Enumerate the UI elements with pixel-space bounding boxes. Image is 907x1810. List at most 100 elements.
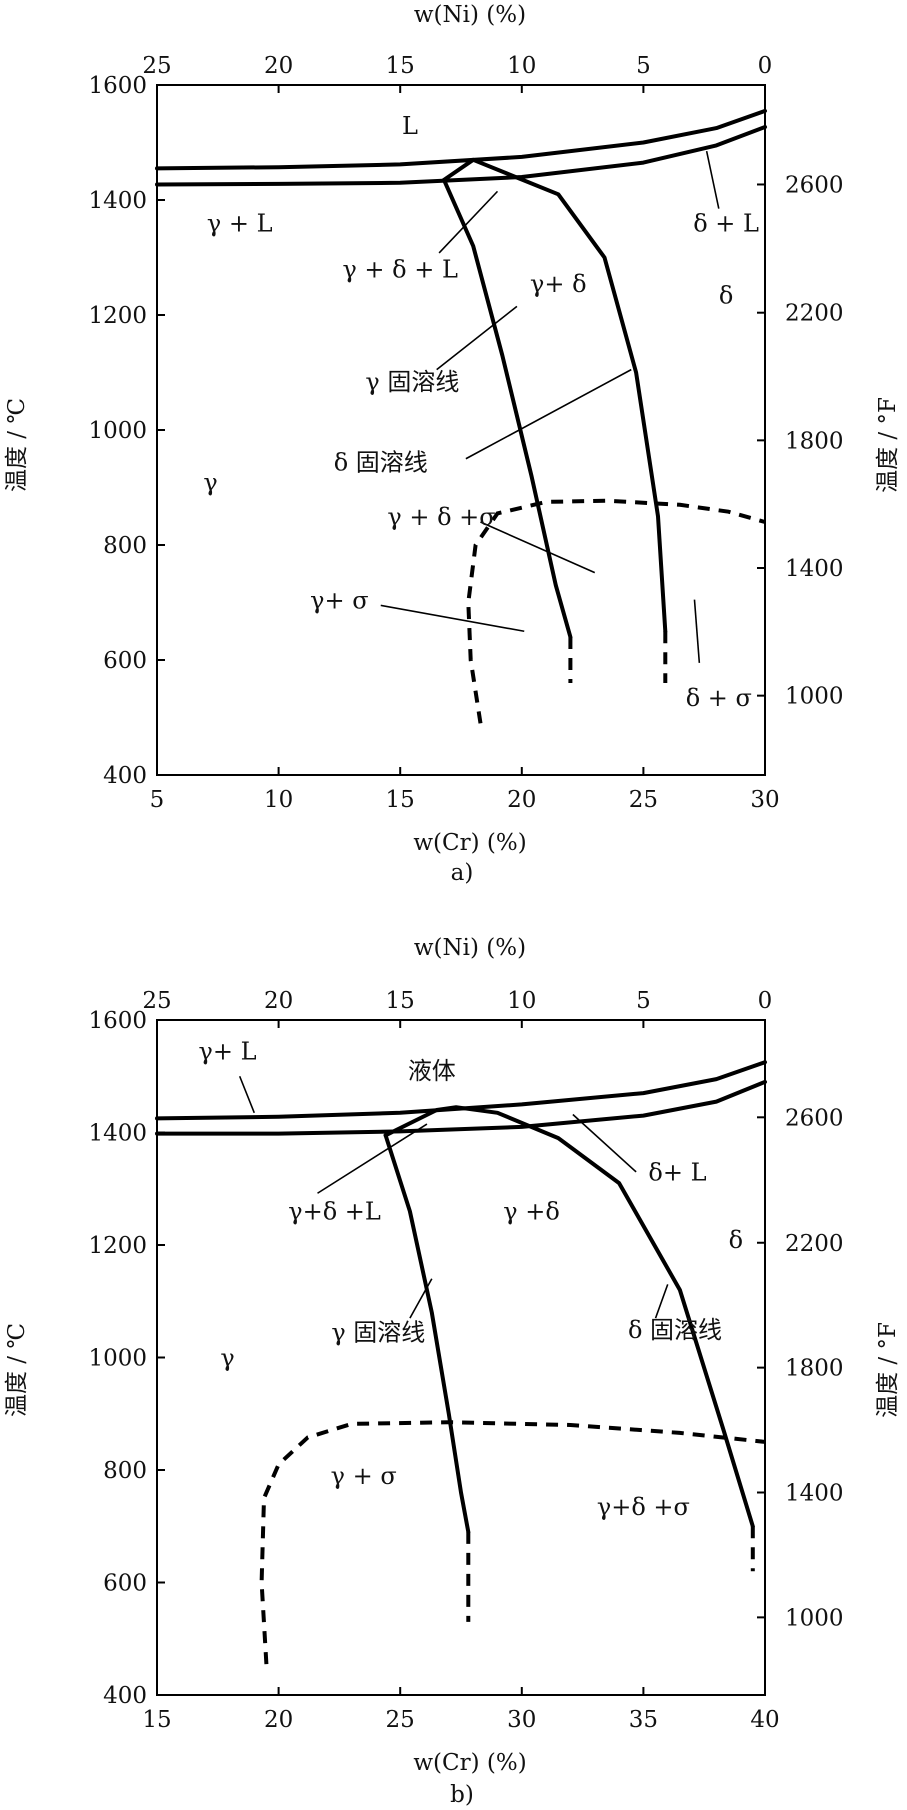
y-tick-label: 800: [103, 1458, 147, 1484]
phase-region-label: δ+ L: [648, 1158, 706, 1186]
y2-tick-label: 2200: [785, 301, 844, 327]
y-tick-label: 400: [103, 1683, 147, 1709]
annotation-leader-line: [654, 1284, 669, 1319]
phase-region-label: δ: [719, 282, 733, 310]
phase-diagram-b: w(Ni) (%) w(Cr) (%) b) 温度 / ℃ 温度 / °F 15…: [4, 935, 901, 1808]
x2-tick-label: 25: [142, 53, 171, 79]
phase-region-label: δ 固溶线: [628, 1316, 722, 1344]
x2-tick-label: 25: [142, 988, 171, 1014]
phase-boundary-curve: [155, 108, 767, 171]
annotation-leader-line: [380, 604, 525, 633]
y-axis-label: 温度 / ℃: [4, 398, 30, 492]
y-tick-label: 1600: [88, 1008, 147, 1034]
phase-boundary-curve: [155, 1079, 767, 1136]
annotation-leader-line: [438, 190, 499, 254]
y-axis-label: 温度 / ℃: [4, 1323, 30, 1417]
phase-region-label: γ+ σ: [310, 586, 368, 614]
x2-axis-label: w(Ni) (%): [414, 2, 526, 28]
phase-region-label: γ 固溶线: [331, 1319, 425, 1347]
phase-boundary-curve: [155, 125, 767, 187]
y2-tick-label: 1000: [785, 684, 844, 710]
annotation-leader-line: [705, 150, 720, 209]
y2-tick-label: 1800: [785, 428, 844, 454]
phase-region-label: γ: [203, 468, 217, 496]
y2-tick-label: 1400: [785, 1481, 844, 1507]
y2-tick-label: 2600: [785, 1105, 844, 1131]
y2-axis-label: 温度 / °F: [875, 1322, 901, 1418]
phase-region-label: δ: [729, 1226, 743, 1254]
x2-tick-label: 15: [386, 988, 415, 1014]
phase-region-label: L: [402, 112, 418, 140]
sigma-boundary-curve: [466, 498, 766, 724]
phase-boundary-curve: [383, 1133, 471, 1534]
y2-axis-label: 温度 / °F: [875, 397, 901, 493]
x-axis-label: w(Cr) (%): [413, 1750, 526, 1776]
phase-region-label: γ 固溶线: [365, 368, 459, 396]
x2-tick-label: 20: [264, 988, 293, 1014]
x2-tick-label: 10: [507, 53, 536, 79]
y-tick-label: 1000: [88, 418, 147, 444]
x-tick-label: 30: [507, 1707, 536, 1733]
x2-tick-label: 10: [507, 988, 536, 1014]
annotation-leader-line: [465, 368, 632, 460]
y2-tick-label: 2200: [785, 1231, 844, 1257]
phase-region-label: γ: [220, 1344, 234, 1372]
sigma-boundary-curve: [259, 1420, 766, 1665]
phase-region-label: γ+ L: [199, 1037, 257, 1065]
annotation-leader-line: [317, 1123, 428, 1194]
annotation-leader-line: [238, 1075, 256, 1114]
panel-caption: b): [450, 1782, 474, 1808]
phase-region-label: γ + δ + L: [342, 256, 458, 284]
phase-region-label: γ + δ +σ: [387, 503, 495, 531]
annotation-leader-line: [409, 1278, 433, 1319]
panel-caption: a): [451, 860, 474, 886]
annotation-leader-line: [480, 521, 596, 574]
phase-region-label: δ 固溶线: [334, 448, 428, 476]
x2-tick-label: 5: [636, 988, 651, 1014]
x2-tick-label: 0: [758, 988, 773, 1014]
y2-tick-label: 1000: [785, 1605, 844, 1631]
y2-tick-label: 2600: [785, 172, 844, 198]
x-tick-label: 40: [750, 1707, 779, 1733]
phase-region-label: δ + σ: [686, 684, 752, 712]
y-tick-label: 1200: [88, 1233, 147, 1259]
annotation-leader-line: [572, 1113, 637, 1173]
x2-tick-label: 0: [758, 53, 773, 79]
x-tick-label: 25: [386, 1707, 415, 1733]
phase-boundary-curve: [155, 1060, 767, 1121]
phase-region-label: γ+ δ: [530, 270, 587, 298]
phase-boundary-curve: [442, 177, 573, 639]
x2-tick-label: 15: [386, 53, 415, 79]
x-tick-label: 20: [507, 787, 536, 813]
x-tick-label: 30: [750, 787, 779, 813]
y2-tick-label: 1400: [785, 556, 844, 582]
annotation-leader-line: [693, 599, 701, 663]
y-tick-label: 600: [103, 648, 147, 674]
phase-region-label: γ +δ: [503, 1198, 560, 1226]
x-tick-label: 25: [629, 787, 658, 813]
y-tick-label: 400: [103, 763, 147, 789]
x2-tick-label: 20: [264, 53, 293, 79]
phase-region-label: δ + L: [693, 210, 759, 238]
plot-frame: [156, 84, 766, 776]
phase-boundary-curve: [383, 1105, 755, 1529]
y-tick-label: 600: [103, 1571, 147, 1597]
x-axis-label: w(Cr) (%): [413, 830, 526, 856]
x-tick-label: 20: [264, 1707, 293, 1733]
phase-boundary-curve: [442, 157, 668, 634]
plot-frame: [156, 1019, 766, 1696]
y-tick-label: 800: [103, 533, 147, 559]
x-tick-label: 15: [386, 787, 415, 813]
y-tick-label: 1000: [88, 1346, 147, 1372]
phase-region-label: γ+δ +L: [288, 1198, 381, 1226]
phase-region-label: 液体: [408, 1057, 456, 1085]
y-tick-label: 1400: [88, 188, 147, 214]
x2-tick-label: 5: [636, 53, 651, 79]
y-tick-label: 1200: [88, 303, 147, 329]
x-tick-label: 15: [142, 1707, 171, 1733]
x-tick-label: 10: [264, 787, 293, 813]
x2-axis-label: w(Ni) (%): [414, 935, 526, 961]
x-tick-label: 5: [150, 787, 165, 813]
y2-tick-label: 1800: [785, 1356, 844, 1382]
